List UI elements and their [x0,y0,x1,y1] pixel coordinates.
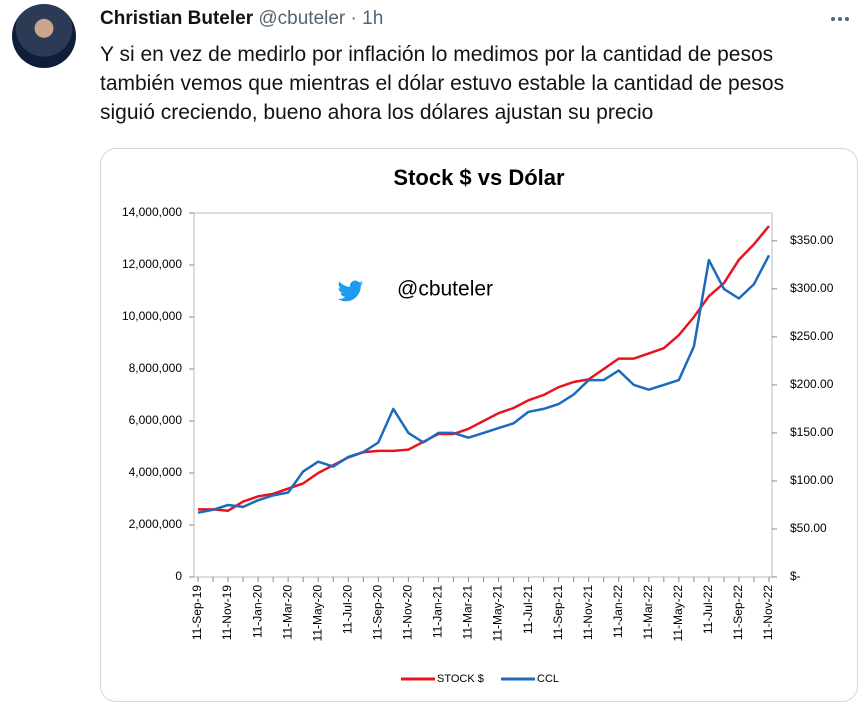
x-tick-label: 11-Sep-19 [190,585,204,640]
plot-area [193,212,773,578]
x-tick-label: 11-Jan-20 [250,585,264,638]
legend-label: STOCK $ [437,673,484,685]
y-tick-label: 12,000,000 [122,257,182,271]
avatar[interactable] [12,4,76,68]
y2-tick-label: $150.00 [790,425,834,439]
x-tick-label: 11-Sep-21 [551,585,565,640]
y-tick-label: 8,000,000 [129,361,183,375]
tweet-text: Y si en vez de medirlo por inflación lo … [100,40,784,127]
x-tick-label: 11-May-22 [671,585,685,642]
chart: Stock $ vs Dólar @cbuteler 0 2,000,000 4,0… [122,165,834,685]
twitter-logo [337,280,364,302]
y-tick-label: 14,000,000 [122,205,182,219]
y-tick-label: 4,000,000 [129,465,183,479]
y2-tick-label: $300.00 [790,281,834,295]
x-tick-label: 11-Sep-22 [731,585,745,640]
y-tick-label: 6,000,000 [129,413,183,427]
tweet-header: Christian Buteler @cbuteler · 1h [100,8,384,29]
x-tick-label: 11-Jul-20 [340,585,354,634]
y2-tick-label: $250.00 [790,329,834,343]
y2-tick-label: $- [790,569,801,583]
x-tick-label: 11-Sep-20 [370,585,384,640]
y2-tick-label: $350.00 [790,233,834,247]
x-tick-label: 11-Nov-21 [581,585,595,640]
y2-tick-label: $100.00 [790,473,834,487]
x-tick-label: 11-Nov-19 [220,585,234,640]
x-tick-label: 11-Jul-21 [521,585,535,634]
timestamp[interactable]: 1h [362,8,384,29]
x-tick-label: 11-Mar-22 [641,585,655,640]
author-handle[interactable]: @cbuteler [258,8,346,29]
author-name[interactable]: Christian Buteler [100,8,254,29]
x-tick-label: 11-May-20 [310,585,324,642]
x-tick-label: 11-Jul-22 [701,585,715,634]
text-line: también vemos que mientras el dólar estu… [100,72,785,95]
series-line [197,254,771,514]
y-tick-label: 2,000,000 [129,517,183,531]
text-line: Y si en vez de medirlo por inflación lo … [100,43,774,66]
y2-tick-label: $50.00 [790,521,827,535]
watermark: @cbuteler [397,278,493,301]
more-menu[interactable] [830,16,850,22]
x-tick-label: 11-Nov-20 [401,585,415,640]
x-tick-label: 11-May-21 [491,585,505,642]
x-tick-label: 11-Mar-21 [461,585,475,640]
x-tick-label: 11-Jan-21 [431,585,445,638]
x-tick-label: 11-Nov-22 [761,585,775,640]
y-tick-label: 0 [175,569,182,583]
x-tick-label: 11-Mar-20 [280,585,294,640]
legend-label: CCL [537,673,559,685]
text-line: siguió creciendo, bueno ahora los dólare… [100,101,654,124]
x-tick-label: 11-Jan-22 [611,585,625,638]
y2-tick-label: $200.00 [790,377,834,391]
y-tick-label: 10,000,000 [122,309,182,323]
media-card[interactable]: Stock $ vs Dólar @cbuteler 0 2,000,000 4,0… [100,148,858,702]
chart-title: Stock $ vs Dólar [393,165,565,190]
